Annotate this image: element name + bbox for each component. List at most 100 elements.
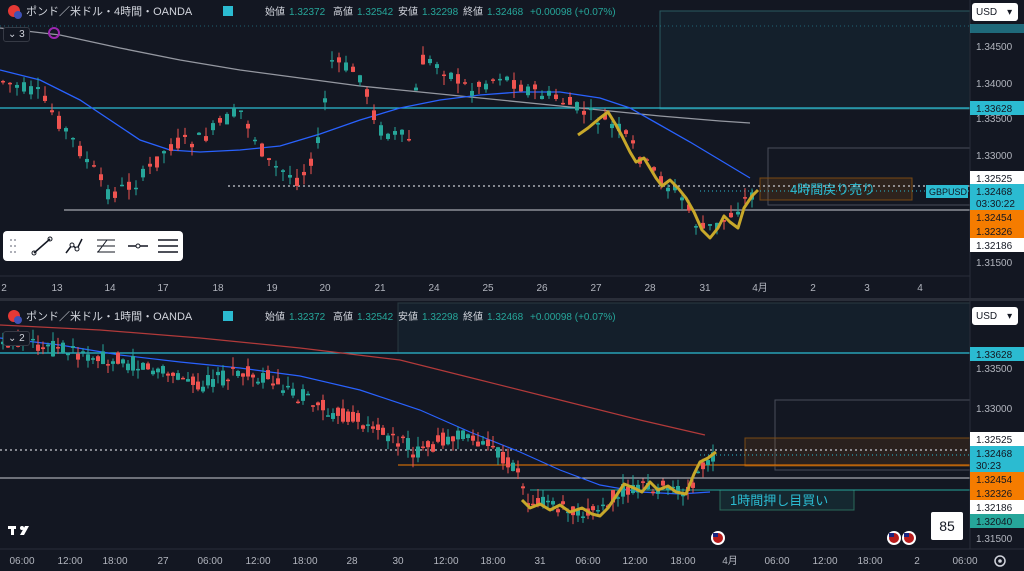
top-candle-body: [680, 197, 684, 201]
top-candle-body: [743, 197, 747, 199]
bottom-chart-pane[interactable]: 1時間押し目買い 1.33500 1.33000 1.31500 1.33628 1…: [0, 301, 1024, 567]
bottom-candle-body: [426, 441, 430, 448]
top-currency-select[interactable]: USD ▾: [972, 3, 1018, 21]
bottom-candle-body: [596, 510, 600, 512]
top-ma-slow: [0, 27, 751, 124]
bottom-ma-slow: [0, 324, 706, 436]
top-candle-body: [400, 129, 404, 135]
svg-text:始値: 始値: [265, 310, 285, 323]
bottom-symbol-title[interactable]: ポンド／米ドル・1時間・OANDA: [26, 310, 193, 323]
bottom-time-axis[interactable]: 06:00 12:00 18:00 27 06:00 12:00 18:00 28 30 12:0…: [9, 555, 977, 567]
bottom-candle-body: [616, 497, 620, 499]
bottom-candle-body: [276, 378, 280, 385]
top-candle-body: [393, 131, 397, 135]
bottom-candle-body: [556, 509, 560, 513]
bottom-time-tick: 27: [157, 556, 169, 567]
bottom-candle-body: [671, 486, 675, 489]
bottom-currency-select[interactable]: USD ▾: [972, 307, 1018, 325]
bottom-candle-body: [356, 413, 360, 422]
top-candle-body: [729, 212, 733, 218]
top-time-tick: 4: [917, 283, 923, 294]
top-candle-body: [344, 62, 348, 71]
top-candle-body: [589, 107, 593, 111]
top-candle-body: [568, 97, 572, 105]
bottom-candle-body: [256, 381, 260, 384]
top-candle-body: [120, 184, 124, 187]
bottom-candle-body: [531, 503, 535, 506]
top-time-tick: 24: [428, 283, 440, 294]
svg-text:1.32298: 1.32298: [422, 7, 459, 18]
bottom-price-ticks: 1.33500 1.33000 1.31500: [976, 364, 1013, 545]
top-candle-body: [554, 94, 558, 100]
top-candle-body: [701, 222, 705, 229]
top-candle-body: [470, 90, 474, 96]
trend-line-icon[interactable]: [31, 236, 53, 256]
bottom-candle-body: [101, 351, 105, 365]
top-candle-body: [666, 187, 670, 192]
top-candle-body: [596, 123, 600, 125]
top-indicators-toggle[interactable]: ⌄ 3: [3, 27, 30, 42]
us-event-flag-icon[interactable]: [902, 531, 916, 545]
top-candle-body: [239, 110, 243, 112]
bottom-flag-icon: [223, 311, 233, 321]
top-symbol-title[interactable]: ポンド／米ドル・4時間・OANDA: [26, 5, 193, 18]
bottom-candle-body: [441, 432, 445, 446]
top-candle-body: [659, 176, 663, 185]
polyline-icon[interactable]: [63, 236, 85, 256]
bottom-candle-body: [121, 359, 125, 364]
top-candle-body: [323, 98, 327, 103]
bottom-time-tick: 4月: [722, 555, 738, 567]
bottom-candle-body: [411, 454, 415, 458]
us-event-flag-icon[interactable]: [711, 531, 725, 545]
top-candle-body: [603, 114, 607, 120]
bottom-candle-body: [111, 361, 115, 364]
bottom-green-tag-text: 1.32040: [976, 517, 1013, 528]
bottom-candle-body: [126, 363, 130, 371]
top-candle-body: [547, 90, 551, 96]
top-resistance-zone: [659, 10, 971, 110]
drag-handle-icon[interactable]: [9, 236, 17, 256]
top-time-tick: 4月: [752, 282, 768, 294]
bottom-candle-body: [196, 381, 200, 390]
parallel-lines-icon[interactable]: [157, 236, 179, 256]
bottom-candle-body: [301, 389, 305, 401]
bottom-candle-body: [201, 386, 205, 392]
pane-divider[interactable]: [0, 298, 1024, 301]
bottom-candle-body: [56, 347, 60, 349]
top-price-tick: 1.34000: [976, 79, 1013, 90]
settings-gear-icon[interactable]: [994, 555, 1006, 567]
bottom-candle-body: [511, 462, 515, 471]
bottom-zigzag: [520, 450, 717, 518]
bottom-last-tag-text: 1.32468: [976, 449, 1013, 460]
bottom-candle-body: [641, 481, 645, 483]
top-candle-body: [302, 171, 306, 176]
top-candle-body: [491, 79, 495, 81]
bottom-time-tick: 12:00: [245, 556, 270, 567]
bottom-candle-body: [331, 413, 335, 419]
top-candle-body: [50, 110, 54, 113]
bottom-annotation-text: 1時間押し目買い: [730, 493, 828, 508]
notification-count-badge[interactable]: 85: [931, 512, 963, 540]
top-time-axis[interactable]: 2 13 14 17 18 19 20 21 24 25 26 27 28 31 4月 2 3 4: [1, 282, 923, 294]
bottom-time-tick: 28: [346, 556, 358, 567]
top-candle-body: [281, 170, 285, 172]
top-time-tick: 17: [157, 283, 169, 294]
top-candle-body: [176, 137, 180, 149]
top-time-tick: 25: [482, 283, 494, 294]
horizontal-line-icon[interactable]: [127, 236, 149, 256]
bottom-candle-body: [326, 415, 330, 417]
bottom-candle-body: [311, 405, 315, 407]
us-event-flag-icon[interactable]: [887, 531, 901, 545]
top-chart-pane[interactable]: 4時間戻り売り 1.34500 1.34000 1.33500 1.33000 1.31…: [0, 0, 1024, 298]
bottom-candle-body: [211, 379, 215, 387]
bottom-indicators-toggle[interactable]: ⌄ 2: [3, 331, 30, 346]
bottom-candle-body: [296, 401, 300, 404]
top-candle-body: [148, 163, 152, 167]
bottom-candle-body: [161, 366, 165, 374]
fib-retracement-icon[interactable]: [95, 236, 117, 256]
top-price-tick: 1.34500: [976, 42, 1013, 53]
bottom-candle-body: [456, 430, 460, 440]
svg-text:終値: 終値: [463, 310, 483, 323]
top-candle-body: [715, 222, 719, 230]
